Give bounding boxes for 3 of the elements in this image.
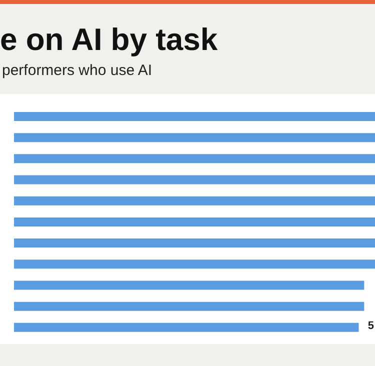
annotation: 5 xyxy=(368,320,374,332)
chart-subtitle: performers who use AI xyxy=(2,62,152,79)
chart-title: e on AI by task xyxy=(0,22,218,58)
